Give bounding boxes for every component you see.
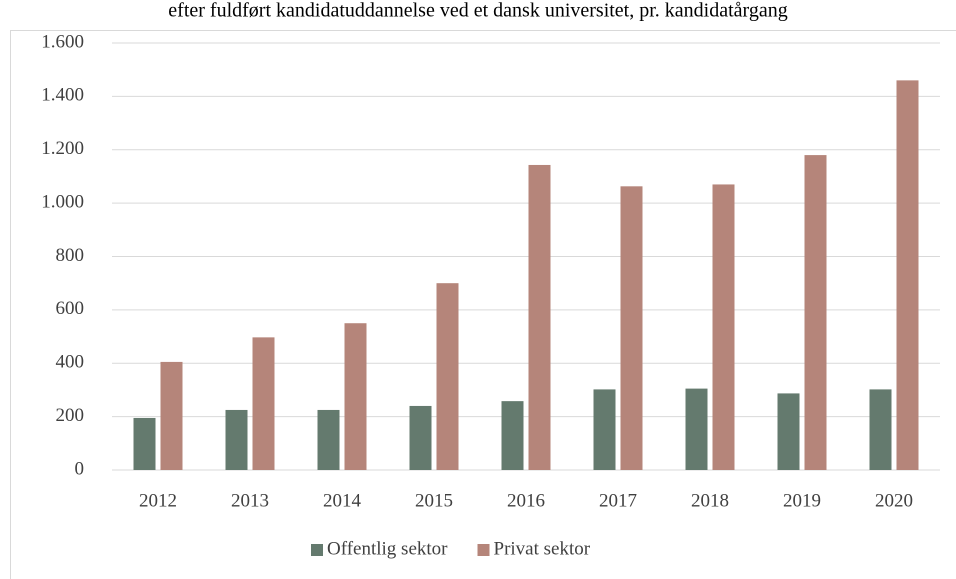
bar (225, 409, 248, 470)
y-tick-label: 400 (56, 352, 85, 373)
x-tick-label: 2012 (139, 490, 177, 511)
bar (501, 401, 524, 470)
y-tick-label: 1.200 (41, 138, 84, 159)
bar (620, 186, 643, 470)
bar (409, 405, 432, 470)
bar (160, 361, 183, 470)
legend-swatch (311, 544, 323, 556)
x-tick-label: 2017 (599, 490, 637, 511)
legend-label: Offentlig sektor (327, 538, 448, 559)
x-tick-label: 2019 (783, 490, 821, 511)
x-tick-label: 2020 (875, 490, 913, 511)
legend-label: Privat sektor (494, 538, 591, 559)
legend-swatch (477, 544, 490, 556)
y-tick-label: 1.400 (41, 85, 84, 106)
y-tick-label: 800 (56, 245, 85, 266)
bar (528, 164, 551, 471)
y-tick-label: 0 (75, 458, 85, 479)
x-tick-label: 2013 (231, 490, 269, 511)
bar (712, 184, 735, 470)
x-tick-label: 2016 (507, 490, 545, 511)
bar (252, 337, 275, 470)
bar (317, 409, 340, 470)
bar (777, 393, 800, 470)
bar (593, 389, 616, 470)
chart-title: efter fuldført kandidatuddannelse ved et… (168, 0, 787, 22)
y-tick-label: 1.600 (41, 31, 84, 52)
x-tick-label: 2014 (323, 490, 362, 511)
y-tick-label: 200 (56, 405, 85, 426)
bar (133, 417, 156, 470)
bar (804, 155, 827, 470)
bar (685, 388, 708, 470)
bar (436, 283, 459, 470)
bar (869, 389, 892, 470)
y-tick-label: 600 (56, 298, 85, 319)
bar (344, 323, 367, 470)
x-tick-label: 2018 (691, 490, 729, 511)
x-tick-label: 2015 (415, 490, 453, 511)
chart-border (10, 30, 956, 579)
bar (896, 80, 919, 471)
y-tick-label: 1.000 (41, 191, 84, 212)
